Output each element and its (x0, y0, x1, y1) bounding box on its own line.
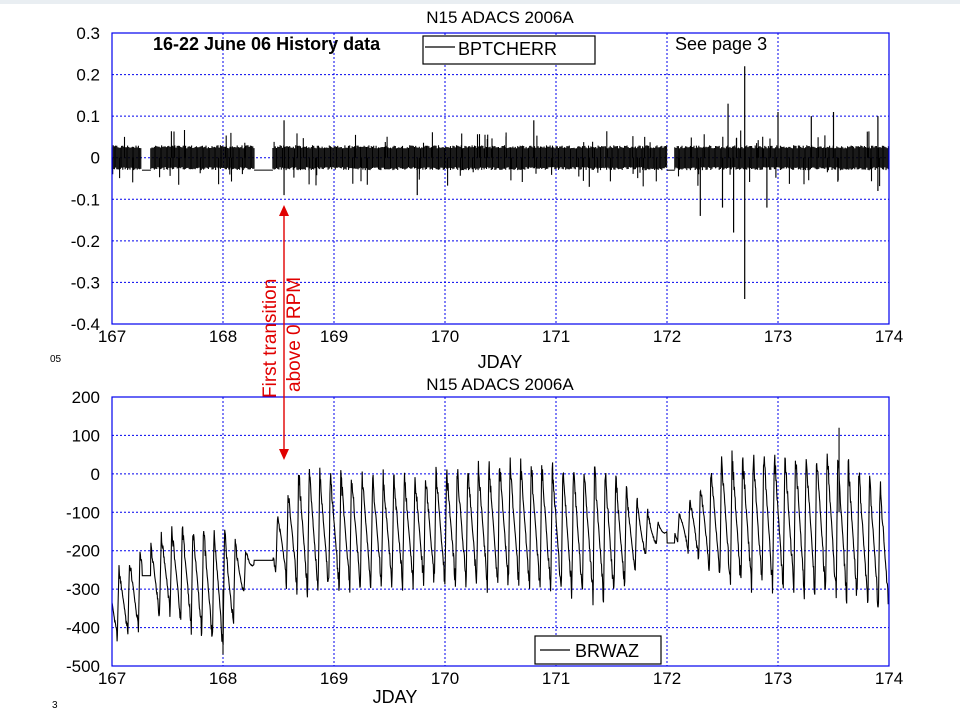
x-tick-label: 169 (320, 669, 348, 688)
grid (112, 33, 889, 324)
annotation-label-line2: above 0 RPM (284, 277, 305, 392)
y-tick-label: -0.4 (71, 315, 100, 334)
x-tick-label: 168 (209, 327, 237, 346)
see-page-note: See page 3 (675, 34, 767, 54)
x-tick-labels: 167 168 169 170 171 172 173 174 (98, 327, 903, 346)
x-tick-labels: 167 168 169 170 171 172 173 174 (98, 669, 903, 688)
plot-title: N15 ADACS 2006A (426, 375, 574, 394)
y-tick-label: -400 (66, 619, 100, 638)
y-tick-label: 0.3 (76, 24, 100, 43)
y-tick-labels: 0.3 0.2 0.1 0 -0.1 -0.2 -0.3 -0.4 (71, 24, 100, 334)
arrow-head-up-icon (279, 205, 289, 216)
y-tick-label: -300 (66, 580, 100, 599)
x-tick-label: 170 (431, 669, 459, 688)
y-tick-label: -100 (66, 503, 100, 522)
x-tick-label: 171 (542, 327, 570, 346)
legend-box (422, 35, 596, 65)
y-tick-label: 200 (72, 388, 100, 407)
edge-fragment: 05 (50, 354, 62, 365)
history-data-note: 16-22 June 06 History data (153, 34, 381, 54)
y-tick-label: -200 (66, 542, 100, 561)
x-tick-label: 170 (431, 327, 459, 346)
x-tick-label: 167 (98, 669, 126, 688)
plot-frame (111, 32, 890, 325)
y-tick-labels: 200 100 0 -100 -200 -300 -400 -500 (66, 388, 100, 676)
series-line-brwaz (111, 450, 890, 645)
x-tick-label: 173 (764, 669, 792, 688)
legend-label-brwaz: BRWAZ (575, 641, 639, 661)
grid (112, 397, 889, 666)
y-tick-label: 0 (91, 465, 100, 484)
y-tick-label: -500 (66, 657, 100, 676)
plot-bptcherr: N15 ADACS 2006A 0.3 0.2 0.1 0 -0.1 -0.2 -0.3 -0… (71, 8, 903, 372)
plot-brwaz: N15 ADACS 2006A 200 100 0 -100 -200 -300 -400 -… (66, 375, 903, 707)
y-tick-label: 0 (91, 149, 100, 168)
x-tick-label: 172 (653, 669, 681, 688)
annotation-label-line1: First transition (260, 279, 281, 398)
series-noise-band (111, 130, 889, 187)
arrow-head-down-icon (279, 449, 289, 460)
x-tick-label: 167 (98, 327, 126, 346)
x-tick-label: 174 (875, 327, 903, 346)
legend-label-bptcherr: BPTCHERR (458, 39, 557, 59)
x-axis-label: JDAY (373, 687, 418, 707)
series-bptcherr (111, 66, 889, 300)
top-strip (0, 0, 960, 4)
y-tick-label: -0.2 (71, 232, 100, 251)
x-axis-label: JDAY (478, 352, 523, 372)
y-tick-label: 0.2 (76, 66, 100, 85)
plot-frame (111, 396, 890, 667)
plot-title: N15 ADACS 2006A (426, 8, 574, 27)
x-tick-label: 174 (875, 669, 903, 688)
y-tick-label: 100 (72, 426, 100, 445)
y-tick-label: 0.1 (76, 107, 100, 126)
transition-annotation: First transition above 0 RPM (260, 205, 305, 460)
x-tick-label: 168 (209, 669, 237, 688)
edge-fragment: 3 (52, 700, 58, 711)
x-tick-label: 171 (542, 669, 570, 688)
x-tick-label: 172 (653, 327, 681, 346)
y-tick-label: -0.3 (71, 273, 100, 292)
x-tick-label: 173 (764, 327, 792, 346)
legend-box (534, 635, 662, 665)
x-tick-label: 169 (320, 327, 348, 346)
y-tick-label: -0.1 (71, 190, 100, 209)
series-brwaz (111, 427, 890, 655)
